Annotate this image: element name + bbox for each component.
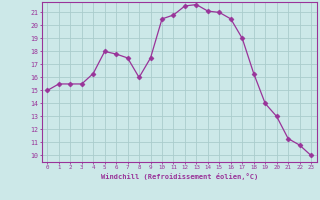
X-axis label: Windchill (Refroidissement éolien,°C): Windchill (Refroidissement éolien,°C) (100, 173, 258, 180)
